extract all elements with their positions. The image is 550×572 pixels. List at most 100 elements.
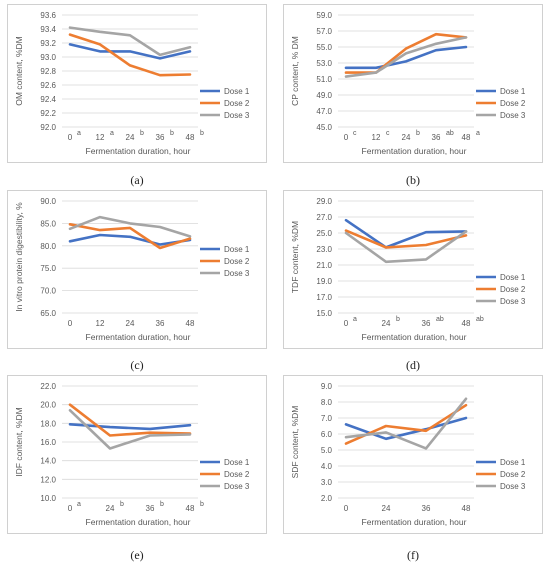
y-tick-label-f-5: 7.0 (321, 414, 333, 423)
x-tick-label-c-1: 12 (96, 319, 105, 328)
y-tick-label-e-6: 22.0 (40, 382, 56, 391)
x-tick-label-d-3: 48 (462, 319, 471, 328)
y-tick-label-d-0: 15.0 (316, 309, 332, 318)
y-tick-label-a-3: 92.6 (40, 81, 56, 90)
significance-letter-e-1: b (120, 501, 124, 508)
y-tick-label-c-4: 85.0 (40, 219, 56, 228)
legend-label-d-dose1: Dose 1 (500, 273, 526, 282)
y-tick-label-e-2: 14.0 (40, 457, 56, 466)
y-tick-label-a-0: 92.0 (40, 123, 56, 132)
chart-panel-d: 15.0 17.0 19.0 21.0 23.0 25.0 27.0 29.0 0 a 24 b 36 a… (283, 190, 543, 349)
series-line-c-dose1 (68, 233, 192, 246)
series-line-d-dose2 (344, 229, 468, 249)
y-tick-label-a-4: 92.8 (40, 67, 56, 76)
x-axis-title-a: Fermentation duration, hour (86, 146, 191, 156)
y-tick-label-c-0: 65.0 (40, 309, 56, 318)
y-axis-title-f: SDF content, %DM (290, 406, 300, 479)
x-tick-label-e-2: 36 (146, 504, 155, 513)
y-tick-label-e-1: 12.0 (40, 475, 56, 484)
y-tick-label-c-5: 90.0 (40, 197, 56, 206)
x-tick-label-f-0: 0 (344, 504, 349, 513)
significance-letter-d-2: ab (436, 316, 444, 323)
caption-e: (e) (130, 548, 144, 562)
legend-label-b-dose2: Dose 2 (500, 99, 526, 108)
y-tick-label-c-2: 75.0 (40, 264, 56, 273)
y-tick-label-f-1: 3.0 (321, 478, 333, 487)
y-axis-title-c: In vitro protein digestibility, % (14, 202, 24, 312)
y-tick-label-d-7: 29.0 (316, 197, 332, 206)
x-tick-label-b-3: 36 (432, 133, 441, 142)
chart-d-svg: 15.0 17.0 19.0 21.0 23.0 25.0 27.0 29.0 0 a 24 b 36 a… (290, 197, 526, 342)
chart-panel-e: 10.0 12.0 14.0 16.0 18.0 20.0 22.0 0 a 24 b 36 b 48 b F… (7, 375, 267, 534)
x-tick-label-b-2: 24 (402, 133, 411, 142)
y-tick-label-c-1: 70.0 (40, 287, 56, 296)
x-tick-label-a-3: 36 (156, 133, 165, 142)
y-tick-label-b-5: 55.0 (316, 43, 332, 52)
y-tick-label-b-6: 57.0 (316, 27, 332, 36)
y-axis-title-b: CP content, % DM (290, 36, 300, 106)
y-tick-label-f-0: 2.0 (321, 494, 333, 503)
y-tick-label-b-1: 47.0 (316, 107, 332, 116)
y-axis-title-e: IDF content, %DM (14, 407, 24, 476)
y-tick-label-f-2: 4.0 (321, 462, 333, 471)
series-line-e-dose3 (68, 408, 192, 450)
x-tick-label-f-3: 48 (462, 504, 471, 513)
significance-letter-a-4: b (200, 130, 204, 137)
series-line-a-dose2 (68, 33, 192, 77)
x-tick-label-c-2: 24 (126, 319, 135, 328)
significance-letter-b-0: c (353, 130, 357, 137)
series-line-c-dose2 (68, 222, 192, 250)
chart-b-svg: 45.047.049.051.053.055.057.059.00 c 12 c 24 b… (290, 11, 526, 156)
significance-letter-b-4: a (476, 130, 480, 137)
legend-label-a-dose1: Dose 1 (224, 87, 250, 96)
series-line-e-dose2 (68, 403, 192, 437)
caption-b: (b) (406, 173, 420, 187)
x-axis-title-e: Fermentation duration, hour (86, 517, 191, 527)
y-tick-label-b-7: 59.0 (316, 11, 332, 20)
caption-c: (c) (130, 358, 144, 372)
series-line-a-dose1 (68, 43, 192, 60)
x-tick-label-d-0: 0 (344, 319, 349, 328)
y-tick-label-d-4: 23.0 (316, 245, 332, 254)
legend-label-e-dose1: Dose 1 (224, 458, 250, 467)
x-tick-label-c-3: 36 (156, 319, 165, 328)
legend-label-c-dose1: Dose 1 (224, 245, 250, 254)
significance-letter-d-0: a (353, 316, 357, 323)
y-tick-label-a-2: 92.4 (40, 95, 56, 104)
y-tick-label-d-3: 21.0 (316, 261, 332, 270)
chart-panel-b: 45.0 47.0 49.0 51.0 53.0 55.0 57.0 59.0 0 c 12 c 24 b… (283, 4, 543, 163)
legend-label-b-dose3: Dose 3 (500, 111, 526, 120)
y-tick-label-e-3: 16.0 (40, 438, 56, 447)
x-tick-label-b-0: 0 (344, 133, 349, 142)
y-axis-title-d: TDF content, %DM (290, 221, 300, 293)
y-tick-label-e-5: 20.0 (40, 401, 56, 410)
caption-f: (f) (407, 548, 419, 562)
y-tick-label-d-1: 17.0 (316, 293, 332, 302)
x-axis-title-d: Fermentation duration, hour (362, 332, 467, 342)
caption-d: (d) (406, 358, 420, 372)
y-tick-label-f-3: 5.0 (321, 446, 333, 455)
y-tick-label-f-7: 9.0 (321, 382, 333, 391)
y-tick-label-f-6: 8.0 (321, 398, 333, 407)
y-tick-label-a-1: 92.2 (40, 109, 56, 118)
legend-label-a-dose3: Dose 3 (224, 111, 250, 120)
chart-panel-c: 65.0 70.0 75.0 80.0 85.0 90.0 0 12 24 36 48 Ferment… (7, 190, 267, 349)
significance-letter-e-0: a (77, 501, 81, 508)
legend-label-d-dose3: Dose 3 (500, 297, 526, 306)
series-line-e-dose1 (68, 422, 192, 431)
significance-letter-b-3: ab (446, 130, 454, 137)
legend-label-c-dose2: Dose 2 (224, 257, 250, 266)
chart-c-svg: 65.0 70.0 75.0 80.0 85.0 90.0 0 12 24 36 48 Ferment… (14, 197, 250, 342)
significance-letter-e-2: b (160, 501, 164, 508)
y-tick-label-b-4: 53.0 (316, 59, 332, 68)
x-tick-label-b-1: 12 (372, 133, 381, 142)
x-tick-label-d-2: 36 (422, 319, 431, 328)
y-axis-title-a: OM content, %DM (14, 36, 24, 105)
significance-letter-d-3: ab (476, 316, 484, 323)
significance-letter-e-3: b (200, 501, 204, 508)
significance-letter-b-1: c (386, 130, 390, 137)
series-line-b-dose3 (344, 36, 468, 78)
caption-a: (a) (130, 173, 144, 187)
x-tick-label-e-3: 48 (186, 504, 195, 513)
significance-letter-a-2: b (140, 130, 144, 137)
